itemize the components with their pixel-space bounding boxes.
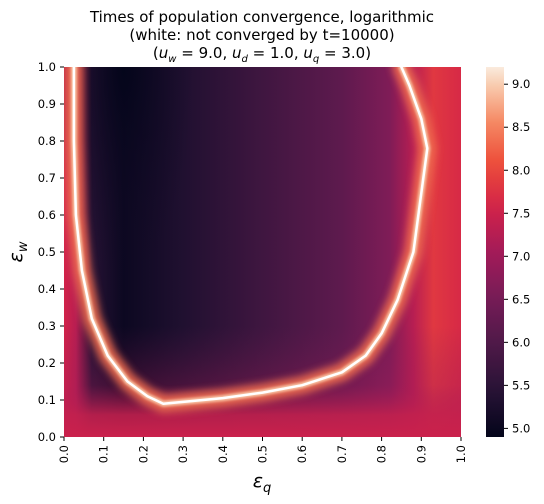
colorbar-tick-label: 7.0 — [512, 249, 530, 263]
x-tick-label: 0.8 — [375, 445, 389, 463]
x-tick-label: 0.0 — [57, 445, 71, 463]
colorbar-gradient — [486, 67, 504, 437]
y-tick-label: 0.8 — [38, 134, 56, 148]
heatmap-plot-area — [64, 67, 461, 437]
colorbar-tick-label: 8.5 — [512, 120, 530, 134]
y-tick-label: 0.2 — [38, 356, 56, 370]
x-tick-label: 0.9 — [414, 445, 428, 463]
param-uq: uq = 3.0 — [303, 44, 366, 65]
y-tick-label: 0.6 — [38, 208, 56, 222]
x-tick-label: 0.7 — [335, 445, 349, 463]
colorbar-tick-label: 8.0 — [512, 163, 530, 177]
colorbar-tick-label: 6.0 — [512, 335, 530, 349]
chart-title-line-3: (uw = 9.0, ud = 1.0, uq = 3.0) — [152, 44, 372, 65]
y-tick-label: 0.4 — [38, 282, 56, 296]
colorbar-tick-label: 5.0 — [512, 421, 530, 435]
param-ud: ud = 1.0 — [231, 44, 294, 65]
y-tick-label: 0.7 — [38, 171, 56, 185]
x-tick-label: 0.3 — [176, 445, 190, 463]
chart-title-line-2: (white: not converged by t=10000) — [129, 26, 395, 44]
chart-title-line-1: Times of population convergence, logarit… — [89, 8, 435, 26]
x-tick-label: 0.5 — [256, 445, 270, 463]
x-tick-label: 0.4 — [216, 445, 230, 463]
colorbar-tick-label: 7.5 — [512, 206, 530, 220]
axes: 0.0 0.1 0.2 0.3 0.4 0.5 0.6 0.7 0.8 0.9 1.0 0.0 0.1 0… — [38, 60, 468, 463]
y-tick-label: 0.1 — [38, 393, 56, 407]
y-tick-label: 0.9 — [38, 97, 56, 111]
y-tick-label: 1.0 — [38, 60, 56, 74]
x-tick-label: 1.0 — [454, 445, 468, 463]
x-axis-label: εq — [253, 470, 272, 496]
chart-title: Times of population convergence, logarit… — [0, 8, 524, 69]
x-tick-label: 0.1 — [97, 445, 111, 463]
colorbar: 5.0 5.5 6.0 6.5 7.0 7.5 8.0 8.5 9.0 — [486, 67, 530, 437]
colorbar-tick-label: 6.5 — [512, 292, 530, 306]
param-uw: uw = 9.0 — [158, 44, 223, 65]
y-tick-label: 0.5 — [38, 245, 56, 259]
not-converged-boundary — [72, 67, 429, 405]
colorbar-tick-label: 9.0 — [512, 77, 530, 91]
y-tick-label: 0.0 — [38, 430, 56, 444]
y-tick-label: 0.3 — [38, 319, 56, 333]
colorbar-tick-label: 5.5 — [512, 378, 530, 392]
y-axis-label: εw — [5, 241, 31, 262]
x-tick-label: 0.6 — [295, 445, 309, 463]
minimum-region — [64, 67, 194, 277]
heatmap-cells — [64, 67, 461, 437]
x-tick-label: 0.2 — [136, 445, 150, 463]
